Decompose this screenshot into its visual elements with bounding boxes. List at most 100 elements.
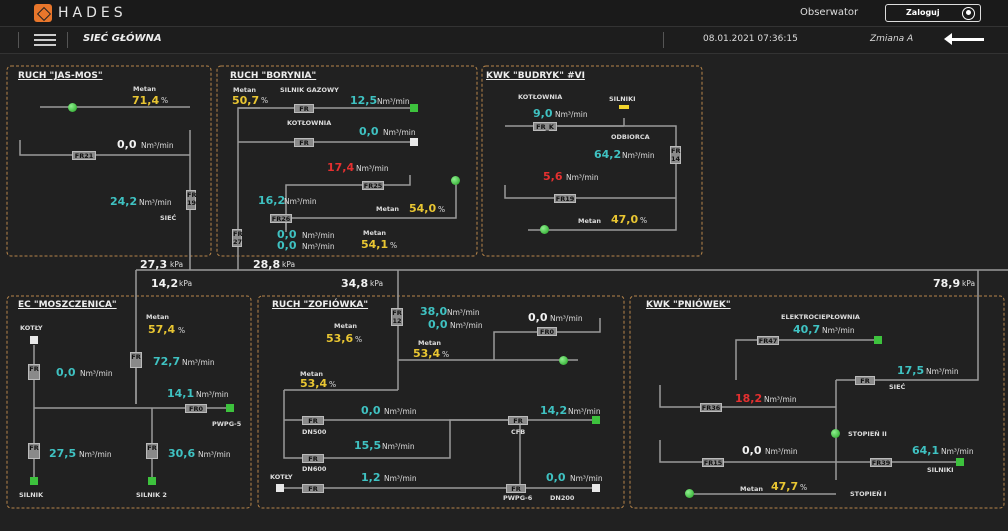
unit-flow: Nm³/min xyxy=(447,308,480,317)
flow-meter[interactable]: FR xyxy=(28,443,40,459)
flow-meter-fr36[interactable]: FR36 xyxy=(700,403,722,412)
panel-title-budryk[interactable]: KWK "BUDRYK" #VI xyxy=(486,71,585,81)
flow-meter[interactable]: FR xyxy=(28,364,40,380)
unit-flow: Nm³/min xyxy=(450,321,483,330)
methane-value: 71,4 xyxy=(132,94,160,107)
status-indicator xyxy=(226,404,234,412)
valve-indicator xyxy=(451,176,460,185)
unit-pct: % xyxy=(438,205,446,214)
unit-pct: % xyxy=(800,483,808,492)
flow-value: 0,0 xyxy=(117,138,137,151)
flow-value: 0,0 xyxy=(361,404,381,417)
flow-meter-fr0[interactable]: FR0 xyxy=(185,404,207,413)
methane-label: Metan xyxy=(418,339,441,347)
flow-meter-fr39[interactable]: FR39 xyxy=(870,458,892,467)
engines-label: SILNIKI xyxy=(927,466,954,474)
back-arrow-icon[interactable] xyxy=(944,33,984,45)
flow-meter-fr12[interactable]: FR 12 xyxy=(391,308,403,326)
flow-value: 9,0 xyxy=(533,107,553,120)
unit-flow: Nm³/min xyxy=(822,326,855,335)
flow-meter[interactable]: FR xyxy=(130,352,142,368)
receiver-label: ODBIORCA xyxy=(611,133,650,141)
unit-flow: Nm³/min xyxy=(356,164,389,173)
unit-pct: % xyxy=(329,380,337,389)
flow-meter[interactable]: FR xyxy=(506,484,526,493)
methane-value: 54,1 xyxy=(361,238,389,251)
flow-meter[interactable]: FR xyxy=(855,376,875,385)
flow-meter-fr0[interactable]: FR0 xyxy=(537,327,557,336)
methane-value: 53,4 xyxy=(413,347,441,360)
divider xyxy=(663,32,664,48)
flow-value: 0,0 xyxy=(56,366,76,379)
methane-label: Metan xyxy=(334,322,357,330)
unit-flow: Nm³/min xyxy=(79,450,112,459)
pressure-value: 14,2 xyxy=(151,277,179,290)
panel-title-zofiowka[interactable]: RUCH "ZOFIÓWKA" xyxy=(272,300,369,310)
flow-meter-fr27[interactable]: FR 27 xyxy=(232,229,243,247)
unit-kpa: kPa xyxy=(170,260,184,269)
flow-value: 0,0 xyxy=(528,311,548,324)
flow-meter-frk[interactable]: FR_K xyxy=(533,122,557,131)
valve-indicator xyxy=(831,429,840,438)
flow-meter[interactable]: FR xyxy=(302,416,324,425)
status-indicator xyxy=(874,336,882,344)
unit-pct: % xyxy=(178,326,186,335)
flow-meter[interactable]: FR xyxy=(146,443,158,459)
unit-pct: % xyxy=(390,241,398,250)
unit-kpa: kPa xyxy=(179,279,193,288)
unit-flow: Nm³/min xyxy=(383,128,416,137)
net-label: SIEĆ xyxy=(160,214,177,222)
flow-value: 16,2 xyxy=(258,194,286,207)
methane-label: Metan xyxy=(363,229,386,237)
valve-indicator xyxy=(685,489,694,498)
flow-meter-fr19[interactable]: FR 19 xyxy=(186,190,196,210)
dn600-label: DN600 xyxy=(302,465,327,473)
unit-pct: % xyxy=(261,96,269,105)
flow-value: 14,1 xyxy=(167,387,195,400)
methane-value: 54,0 xyxy=(409,202,437,215)
login-button[interactable]: Zaloguj xyxy=(885,4,981,22)
flow-value: 27,5 xyxy=(49,447,77,460)
flow-meter-fr47[interactable]: FR47 xyxy=(757,336,779,345)
flow-meter-fr15[interactable]: FR15 xyxy=(702,458,724,467)
flow-meter-fr21[interactable]: FR21 xyxy=(72,151,96,160)
flow-meter[interactable]: FR xyxy=(294,104,314,113)
menu-icon[interactable] xyxy=(34,34,56,46)
panel-title-borynia[interactable]: RUCH "BORYNIA" xyxy=(230,71,317,81)
panel-title-pniowek[interactable]: KWK "PNIÓWEK" xyxy=(646,300,731,310)
flow-meter[interactable]: FR xyxy=(508,416,528,425)
flow-value: 0,0 xyxy=(742,444,762,457)
methane-value: 47,7 xyxy=(771,480,799,493)
flow-value: 64,2 xyxy=(594,148,622,161)
panel-title-jasmos[interactable]: RUCH "JAS-MOS" xyxy=(18,71,103,81)
stage1-label: STOPIEŃ I xyxy=(850,490,887,498)
unit-flow: Nm³/min xyxy=(384,407,417,416)
unit-flow: Nm³/min xyxy=(941,447,974,456)
status-indicator xyxy=(592,416,600,424)
unit-kpa: kPa xyxy=(282,260,296,269)
flow-meter-fr26[interactable]: FR26 xyxy=(270,214,292,223)
flow-meter[interactable]: FR xyxy=(294,138,314,147)
datetime: 08.01.2021 07:36:15 xyxy=(703,34,798,44)
flow-value: 0,0 xyxy=(359,125,379,138)
unit-flow: Nm³/min xyxy=(302,242,335,251)
methane-label: Metan xyxy=(376,205,399,213)
valve-indicator xyxy=(559,356,568,365)
status-indicator xyxy=(30,477,38,485)
status-indicator xyxy=(30,336,38,344)
panel-title-moszczenica[interactable]: EC "MOSZCZENICA" xyxy=(18,300,117,310)
cfb-label: CFB xyxy=(511,428,526,436)
boilers-label: KOTŁY xyxy=(270,473,293,481)
flow-meter-fr19[interactable]: FR19 xyxy=(554,194,576,203)
flow-meter[interactable]: FR xyxy=(302,484,324,493)
status-indicator xyxy=(619,105,629,109)
flow-meter-fr25[interactable]: FR25 xyxy=(362,181,384,190)
boilers-label: KOTŁY xyxy=(20,324,43,332)
status-indicator xyxy=(410,138,418,146)
flow-meter[interactable]: FR xyxy=(302,454,324,463)
unit-flow: Nm³/min xyxy=(765,447,798,456)
flow-meter-fr14[interactable]: FR 14 xyxy=(670,146,681,164)
flow-value: 24,2 xyxy=(110,195,138,208)
unit-flow: Nm³/min xyxy=(80,369,113,378)
flow-value: 14,2 xyxy=(540,404,568,417)
